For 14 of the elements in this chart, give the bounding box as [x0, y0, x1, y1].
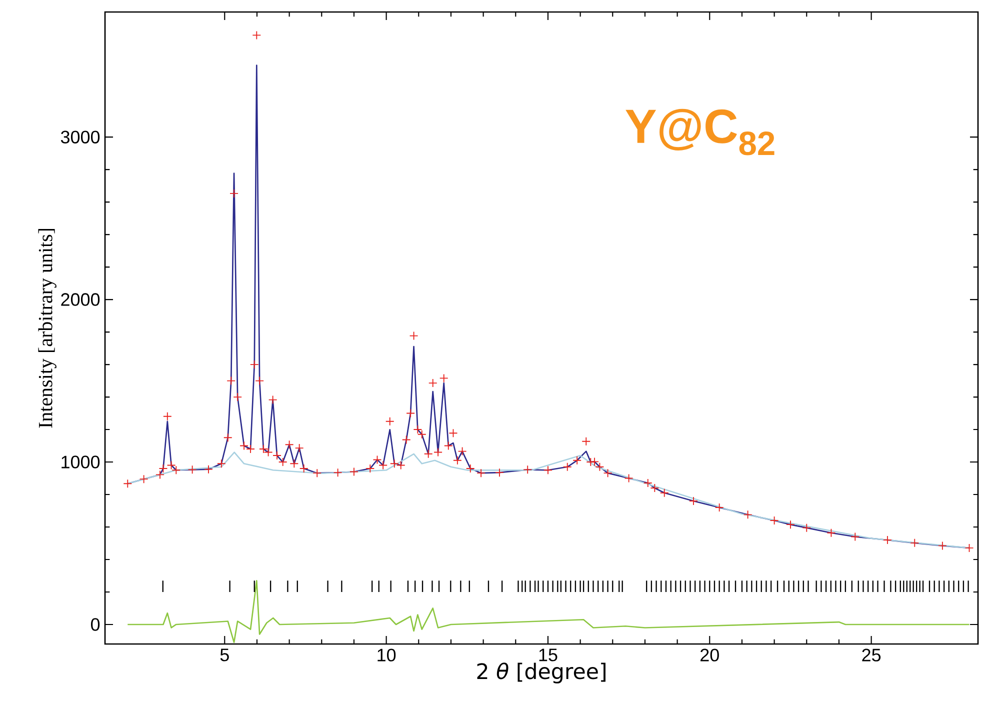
y-tick-label: 1000	[62, 456, 100, 468]
x-tick-label: 20	[700, 648, 719, 662]
x-tick-label: 15	[539, 648, 558, 662]
x-tick-label: 5	[220, 648, 229, 662]
annotation: Y@C$_{82}$	[626, 108, 774, 156]
x-axis-title: 2 θ [degree]	[477, 662, 606, 684]
y-tick-label: 0	[90, 618, 100, 631]
line-series	[126, 580, 970, 644]
x-tick-label: 10	[378, 648, 396, 662]
x-tick-label: 25	[862, 648, 881, 662]
y-axis-title: Intensity [arbitrary units]	[38, 228, 56, 428]
line-series	[126, 452, 970, 549]
y-tick-label: 2000	[61, 293, 100, 306]
y-tick-label: 3000	[60, 130, 100, 144]
